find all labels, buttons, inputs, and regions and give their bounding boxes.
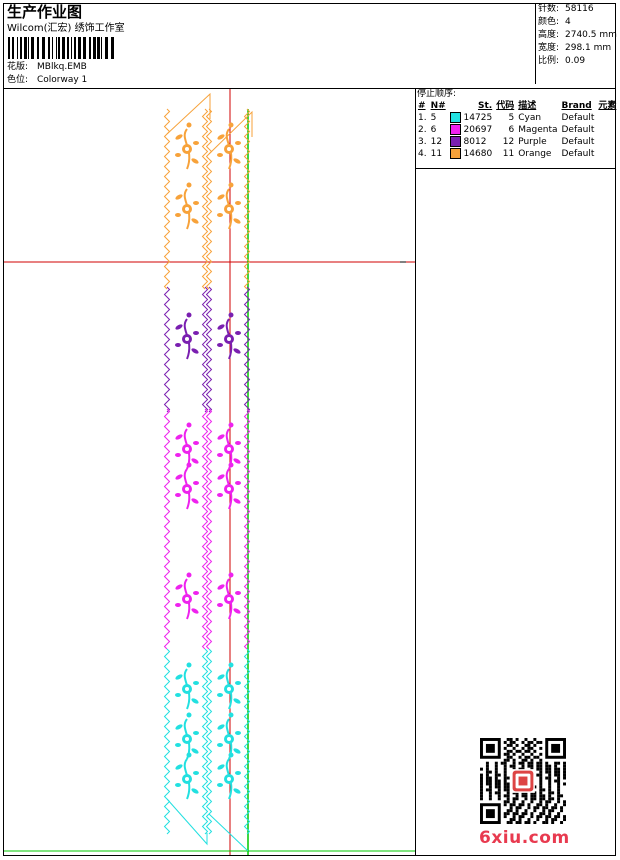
- stat-width: 宽度: 298.1 mm: [538, 43, 612, 53]
- row-brand: Default: [561, 149, 595, 159]
- color-swatch: [449, 124, 461, 135]
- row-description: Purple: [518, 137, 547, 147]
- row-element: [596, 136, 618, 148]
- row-stitches: 14725: [448, 112, 495, 124]
- stat-height: 高度: 2740.5 mm: [538, 30, 617, 40]
- embroidery-preview: [4, 89, 415, 855]
- col-stitches: St.: [477, 101, 493, 111]
- panel-divider: [415, 88, 416, 856]
- colorway-row: 色位: Colorway 1: [7, 74, 87, 86]
- table-header: # N# St. 代码 描述 Brand 元素: [416, 100, 618, 112]
- row-needle: 11: [430, 149, 443, 159]
- col-index: #: [418, 101, 426, 111]
- stop-sequence-panel: 停止顺序: # N# St. 代码 描述 Brand 元素 1. 5 14725 5…: [415, 88, 616, 168]
- col-code: 代码: [496, 101, 515, 111]
- stop-panel-divider: [415, 168, 616, 169]
- page-frame: [3, 3, 616, 856]
- qr-code: [480, 738, 566, 824]
- row-brand: Default: [561, 125, 595, 135]
- design-name-value: MBlkq.EMB: [37, 62, 87, 72]
- stat-colors: 颜色: 4: [538, 17, 571, 27]
- row-element: [596, 124, 618, 136]
- row-element: [596, 112, 618, 124]
- row-stitches: 20697: [448, 124, 495, 136]
- row-element: [596, 148, 618, 160]
- company-name: Wilcom(汇宏) 绣饰工作室: [7, 23, 125, 34]
- row-needle: 12: [430, 137, 443, 147]
- design-name-row: 花版: MBlkq.EMB: [7, 61, 87, 73]
- row-description: Cyan: [518, 113, 542, 123]
- col-brand: Brand: [561, 101, 592, 111]
- document-title: 生产作业图: [7, 3, 83, 21]
- row-code: 6: [508, 125, 515, 135]
- header-divider: [3, 88, 616, 89]
- row-code: 11: [502, 149, 515, 159]
- row-index: 1.: [418, 113, 427, 123]
- table-row: 2. 6 20697 6 Magenta Default: [416, 124, 618, 136]
- stat-scale: 比例: 0.09: [538, 56, 586, 66]
- row-index: 4.: [418, 149, 427, 159]
- colorway-value: Colorway 1: [37, 75, 88, 85]
- color-swatch: [449, 148, 461, 159]
- table-row: 4. 11 14680 11 Orange Default: [416, 148, 618, 160]
- stop-sequence-title: 停止顺序:: [417, 89, 457, 99]
- table-row: 1. 5 14725 5 Cyan Default: [416, 112, 618, 124]
- row-brand: Default: [561, 137, 595, 147]
- row-description: Orange: [518, 149, 552, 159]
- color-swatch: [449, 112, 461, 123]
- color-swatch: [449, 136, 461, 147]
- row-stitches: 14680: [448, 148, 495, 160]
- row-needle: 6: [430, 125, 437, 135]
- design-name-label: 花版:: [7, 62, 29, 72]
- col-description: 描述: [518, 101, 537, 111]
- row-index: 3.: [418, 137, 427, 147]
- stats-panel: 针数: 58116 颜色: 4 高度: 2740.5 mm 宽度: 298.1 mm 比…: [535, 3, 617, 84]
- row-code: 12: [502, 137, 515, 147]
- col-element: 元素: [598, 101, 617, 111]
- colorway-label: 色位:: [7, 75, 29, 85]
- barcode: [8, 37, 114, 59]
- stat-stitches: 针数: 58116: [538, 4, 594, 14]
- col-needle: N#: [430, 101, 446, 111]
- row-index: 2.: [418, 125, 427, 135]
- row-stitches: 8012: [448, 136, 495, 148]
- table-row: 3. 12 8012 12 Purple Default: [416, 136, 618, 148]
- row-description: Magenta: [518, 125, 558, 135]
- row-brand: Default: [561, 113, 595, 123]
- row-code: 5: [508, 113, 515, 123]
- row-needle: 5: [430, 113, 437, 123]
- brand-watermark: 6xiu.com: [479, 828, 570, 848]
- stop-sequence-table: # N# St. 代码 描述 Brand 元素 1. 5 14725 5 Cyan De…: [416, 100, 618, 160]
